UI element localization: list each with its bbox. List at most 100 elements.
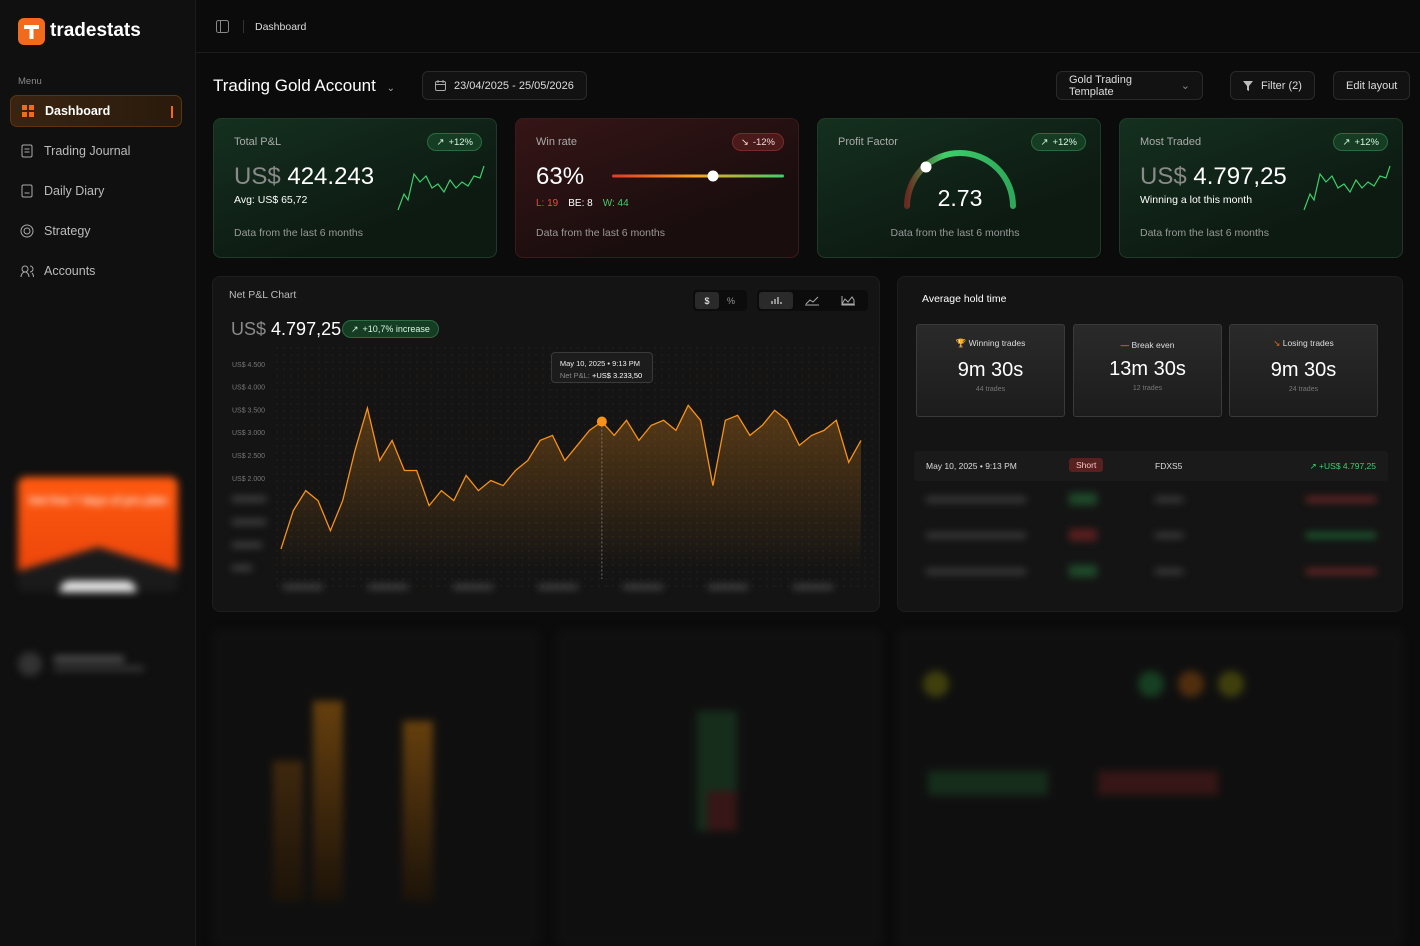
hold-box: — Break even 13m 30s 12 trades	[1073, 324, 1222, 417]
card-footer: Data from the last 6 months	[536, 227, 665, 239]
hold-value: 13m 30s	[1109, 358, 1186, 380]
pnl-panel: Net P&L Chart $ % US$ 4.797,25 ↗ +10,7% …	[212, 276, 880, 612]
hold-box: ↘ Losing trades 9m 30s 24 trades	[1229, 324, 1378, 417]
hold-count: 12 trades	[1132, 385, 1163, 392]
badge-text: +12%	[448, 136, 473, 148]
icon	[21, 144, 33, 158]
trade-row[interactable]: May 10, 2025 • 9:13 PM Short FDXS5 ↗ +US…	[914, 451, 1388, 481]
card-title: Total P&L	[234, 136, 282, 148]
promo: Get free 7 days of pro plan	[18, 477, 178, 592]
card-value: US$ 424.243	[234, 163, 374, 191]
currency: US$	[231, 319, 267, 339]
chart-type-toggle	[757, 290, 868, 311]
y-tick-label: US$ 2.500	[232, 453, 265, 460]
card-value: US$ 4.797,25	[1140, 163, 1287, 191]
wins: W: 44	[602, 198, 629, 209]
toggle-option[interactable]: %	[726, 295, 735, 306]
user	[18, 650, 183, 678]
amount: 4.797,25	[1193, 163, 1287, 190]
badge: ↗ +12%	[427, 133, 482, 151]
icon	[1243, 80, 1253, 91]
card-value: 63%	[536, 163, 585, 190]
blurred-rows	[926, 493, 1376, 577]
filter-button[interactable]: Filter (2)	[1230, 71, 1315, 100]
badge: ↗ +10,7% increase	[342, 320, 439, 338]
account-name: Trading Gold Account	[213, 76, 376, 95]
breadcrumb: Dashboard	[255, 21, 307, 33]
hold-label-text: Winning trades	[968, 338, 1026, 348]
chart-title: Net P&L Chart	[229, 289, 297, 301]
menu-text: Daily Diary	[44, 184, 105, 198]
blurred-panel	[556, 630, 882, 946]
badge-text: +12%	[1052, 136, 1077, 148]
badge: ↗ +12%	[1333, 133, 1388, 151]
icon	[22, 105, 34, 117]
menu-label: Menu	[18, 76, 42, 87]
pnl-chart: US$ 2.000 US$ 2.500 US$ 3.000 US$ 3.500 US$ …	[232, 347, 873, 589]
divider	[243, 20, 244, 33]
badge-text: +12%	[1354, 136, 1379, 148]
card-sub: Winning a lot this month	[1140, 194, 1253, 206]
panel-title: Average hold time	[922, 293, 1007, 305]
line	[280, 404, 862, 550]
blurred-axis	[232, 497, 833, 589]
card-title: Profit Factor	[838, 136, 898, 148]
menu-text: Accounts	[44, 264, 96, 278]
hold-count: 44 trades	[975, 386, 1006, 393]
sidebar-toggle[interactable]	[216, 20, 229, 33]
card-total-pnl: Total P&L ↗ +12% US$ 424.243 Avg: US$ 65…	[213, 118, 497, 258]
card-win-rate: Win rate ↘ -12% 63% L: 19 BE: 8 W: 44 Da…	[515, 118, 799, 258]
badge-text: +10,7% increase	[362, 324, 430, 334]
account-select[interactable]: Trading Gold Account ⌄	[213, 76, 395, 95]
hold-box: 🏆 Winning trades 9m 30s 44 trades	[916, 324, 1065, 417]
losses: L: 19	[536, 198, 559, 209]
topbar: Dashboard	[196, 0, 1420, 53]
tooltip-date: May 10, 2025 • 9:13 PM	[559, 358, 641, 368]
win-stats: L: 19 BE: 8 W: 44	[536, 198, 629, 209]
hold-label: 🏆 Winning trades	[955, 338, 1026, 348]
trade-pnl: ↗ +US$ 4.797,25	[1309, 461, 1376, 471]
menu-item[interactable]: Strategy	[10, 215, 182, 247]
promo-title: Get free 7 days of pro plan	[28, 495, 168, 507]
hold-value: 9m 30s	[957, 359, 1024, 381]
break-even: BE: 8	[568, 198, 593, 209]
trade-pnl-text: +US$ 4.797,25	[1319, 461, 1376, 471]
edit-layout-button[interactable]: Edit layout	[1333, 71, 1411, 100]
icon	[21, 184, 33, 198]
sparkline	[1303, 165, 1391, 211]
promo-button[interactable]	[60, 581, 136, 592]
template-select[interactable]: Gold Trading Template ⌄	[1056, 71, 1203, 100]
trade-date: May 10, 2025 • 9:13 PM	[926, 461, 1017, 471]
icon	[20, 265, 34, 278]
icon	[20, 224, 34, 238]
toggle-option[interactable]: $	[695, 292, 719, 309]
card-sub: Avg: US$ 65,72	[234, 194, 308, 206]
menu-text: Strategy	[44, 224, 91, 238]
win-slider	[612, 170, 784, 182]
sparkline	[397, 165, 485, 211]
hold-count: 24 trades	[1288, 386, 1319, 393]
menu-item[interactable]: Dashboard	[10, 95, 182, 127]
y-tick-label: US$ 3.500	[232, 407, 265, 414]
currency: US$	[1140, 163, 1187, 190]
blurred-panel	[212, 630, 540, 946]
menu-item[interactable]: Daily Diary	[10, 175, 182, 207]
menu-item[interactable]: Trading Journal	[10, 135, 182, 167]
icon	[435, 80, 446, 91]
trade-side: Short	[1069, 458, 1104, 472]
y-tick-label: US$ 3.000	[232, 430, 265, 437]
menu-text: Trading Journal	[44, 144, 131, 158]
chart-total: US$ 4.797,25	[231, 319, 341, 340]
card-title: Most Traded	[1140, 136, 1202, 148]
brand: tradestats	[50, 20, 141, 41]
indicator	[171, 106, 173, 118]
area	[281, 405, 861, 569]
menu-item[interactable]: Accounts	[10, 255, 182, 287]
card-footer: Data from the last 6 months	[890, 227, 1020, 239]
date-range[interactable]: 23/04/2025 - 25/05/2026	[422, 71, 587, 100]
badge: ↗ +12%	[1031, 133, 1086, 151]
card-most-traded: Most Traded ↗ +12% US$ 4.797,25 Winning …	[1119, 118, 1403, 258]
hold-label-text: Losing trades	[1282, 338, 1334, 348]
card-footer: Data from the last 6 months	[1140, 227, 1269, 239]
